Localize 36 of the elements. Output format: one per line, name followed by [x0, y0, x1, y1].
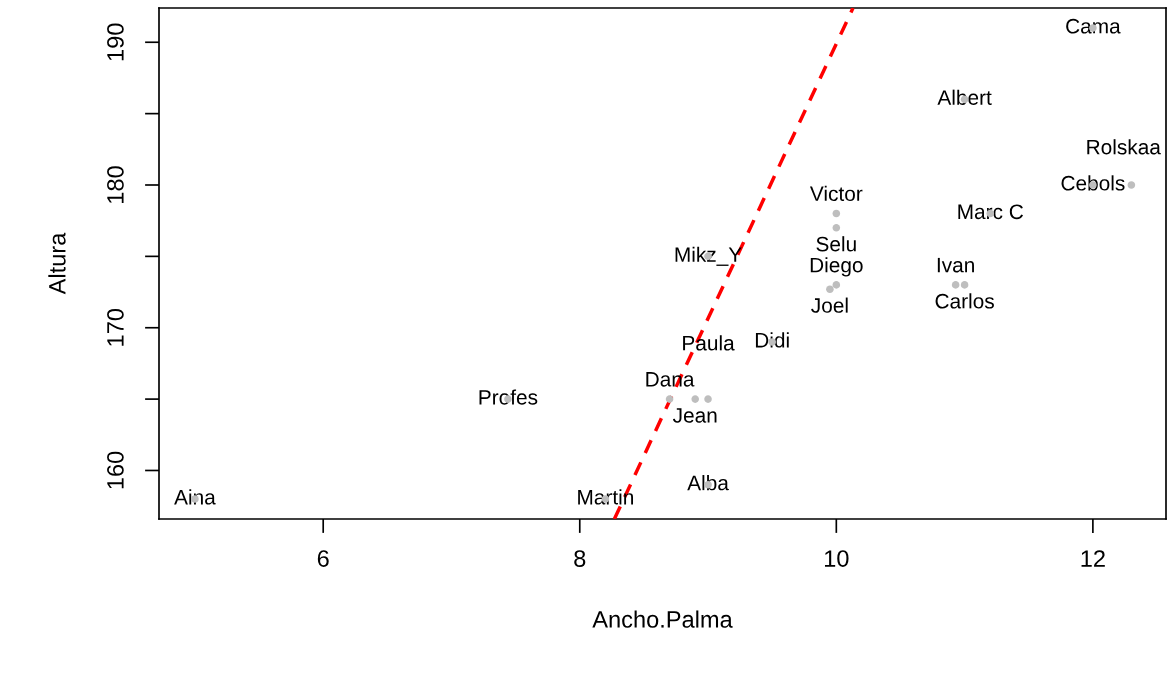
point: [704, 395, 712, 403]
point: [832, 209, 841, 218]
y-tick-label: 170: [107, 308, 124, 346]
y-axis-title: Altura: [48, 232, 66, 295]
annotation: Cebols: [1061, 175, 1125, 191]
x-tick-label: 10: [824, 550, 849, 567]
y-tick-label: 160: [107, 451, 124, 489]
annotation: Paula: [683, 335, 735, 351]
annotation: Profes: [479, 389, 538, 405]
annotation: Jean: [672, 408, 717, 423]
annotation: Ivan: [937, 257, 974, 273]
annotation: Albert: [937, 89, 992, 105]
annotation: Mikz_Y: [675, 246, 742, 266]
annotation: Victor: [809, 185, 863, 202]
annotation: Marc C: [958, 204, 1024, 220]
annotation: Carlos: [935, 293, 994, 309]
x-tick-label: 8: [574, 550, 586, 567]
x-axis-title: Ancho.Palma: [592, 610, 733, 628]
annotation: Selu: [816, 236, 856, 252]
point: [951, 281, 960, 289]
point: [691, 395, 700, 403]
y-tick-label: 180: [107, 166, 124, 203]
annotation: Rolskaa: [1087, 139, 1161, 155]
point: [1127, 181, 1136, 189]
point: [665, 395, 674, 403]
point: [832, 224, 841, 232]
annotation: Cama: [1066, 18, 1121, 34]
point: [960, 281, 969, 289]
annotation: Diego: [810, 257, 863, 277]
annotation: Martin: [578, 489, 634, 505]
point: [826, 285, 834, 293]
y-tick-label: 190: [107, 23, 124, 61]
point: [832, 281, 841, 289]
x-tick-label: 12: [1081, 550, 1105, 567]
x-tick-label: 6: [317, 550, 329, 567]
annotation: Joel: [811, 297, 848, 313]
